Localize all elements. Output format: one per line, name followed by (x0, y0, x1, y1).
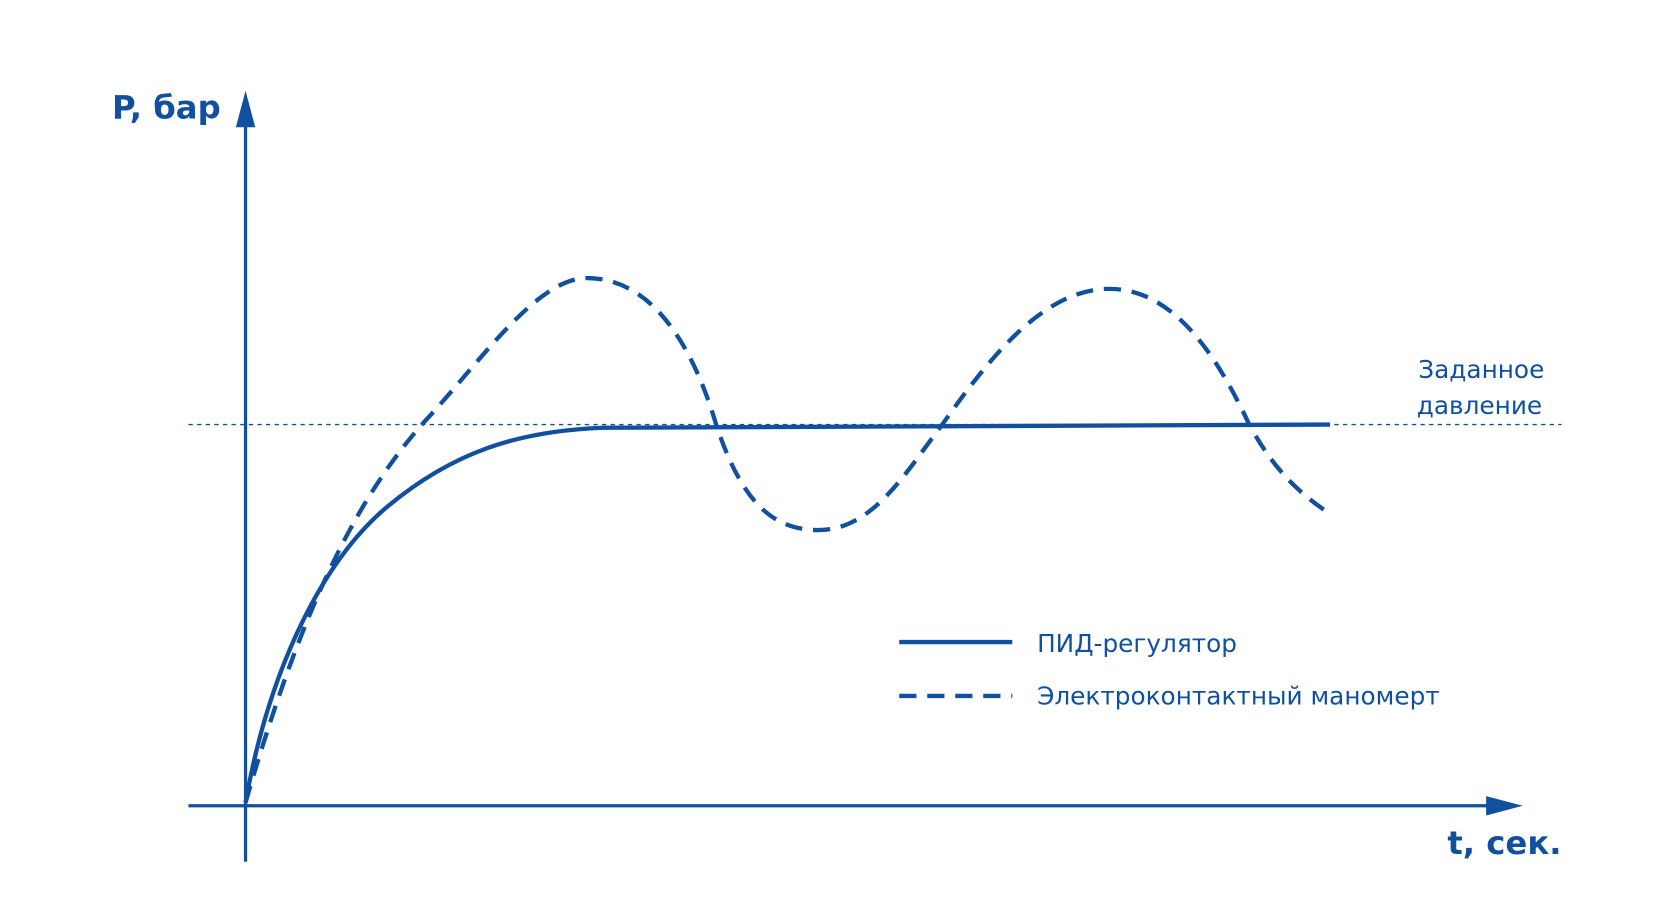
legend-label: ПИД-регулятор (1037, 629, 1237, 658)
pid-curve (243, 422, 1331, 803)
setpoint-label: давление (1417, 391, 1542, 420)
y-axis-arrow (235, 90, 256, 128)
setpoint-label: Заданное (1418, 355, 1544, 384)
x-axis-label: t, сек. (1447, 824, 1561, 862)
manometer-curve (243, 275, 1332, 804)
y-axis-label: P, бар (112, 89, 221, 127)
x-axis-arrow (1486, 796, 1523, 816)
legend-label: Электроконтактный маномерт (1037, 682, 1440, 711)
